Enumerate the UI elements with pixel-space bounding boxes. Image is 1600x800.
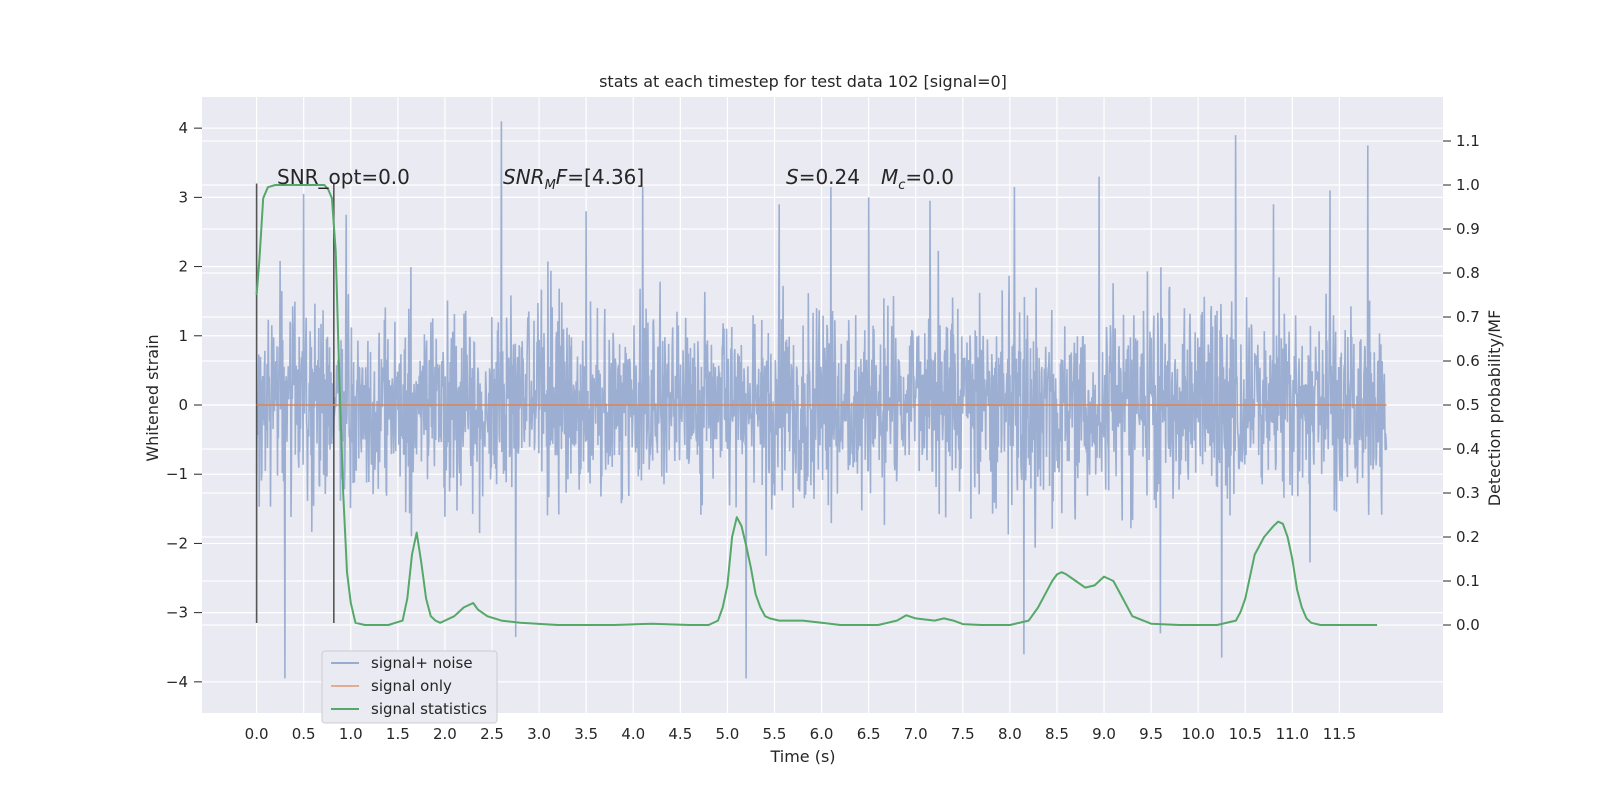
- y2-tick-label: 0.8: [1456, 264, 1480, 282]
- x-tick-label: 8.0: [998, 725, 1022, 743]
- x-tick-label: 11.0: [1276, 725, 1309, 743]
- y-axis-label: Whitened strain: [143, 334, 162, 461]
- y-axis-ticks: 4 3 2 1 0 −1 −2 −3 −4: [166, 119, 202, 691]
- x-axis-ticks: 0.0 0.5 1.0 1.5 2.0 2.5 3.0 3.5 4.0 4.5 5.0 5.5 6.0 6…: [245, 725, 1356, 743]
- x-tick-label: 4.5: [668, 725, 692, 743]
- x-axis-label: Time (s): [769, 747, 835, 766]
- signal-noise-line: [255, 121, 1388, 679]
- y2-tick-label: 0.1: [1456, 572, 1480, 590]
- mc-annotation: Mc=0.0: [881, 165, 954, 193]
- snr-opt-annotation: SNR_opt=0.0: [277, 165, 410, 189]
- snr-mf-value: =[4.36]: [567, 165, 644, 189]
- snr-mf-symbol: SNR: [503, 165, 545, 189]
- x-tick-label: 1.0: [339, 725, 363, 743]
- s-symbol: S: [786, 165, 799, 189]
- y2-axis-ticks: 1.1 1.0 0.9 0.8 0.7 0.6 0.5 0.4 0.3 0.2 0.1 0.0: [1443, 132, 1480, 634]
- signal-statistics-series: [255, 184, 1378, 626]
- y-tick-label: 2: [178, 258, 188, 276]
- snr-mf-subscript: M: [545, 178, 556, 193]
- x-tick-label: 11.5: [1323, 725, 1356, 743]
- y-tick-label: −4: [166, 673, 188, 691]
- x-tick-label: 2.5: [480, 725, 504, 743]
- s-annotation: S=0.24: [786, 165, 860, 189]
- y-tick-label: −1: [166, 465, 188, 483]
- y2-tick-label: 0.7: [1456, 308, 1480, 326]
- x-tick-label: 1.5: [386, 725, 410, 743]
- y-tick-label: 3: [178, 188, 188, 206]
- y-tick-label: 1: [178, 327, 188, 345]
- x-tick-label: 3.0: [527, 725, 551, 743]
- x-tick-label: 9.5: [1139, 725, 1163, 743]
- s-value: =0.24: [799, 165, 860, 189]
- x-tick-label: 7.5: [951, 725, 975, 743]
- snr-mf-symbol-2: F: [556, 165, 568, 189]
- x-tick-label: 3.5: [574, 725, 598, 743]
- y2-tick-label: 0.5: [1456, 396, 1480, 414]
- legend-label-signal: signal only: [371, 677, 452, 695]
- legend-label-noise: signal+ noise: [371, 654, 473, 672]
- y2-tick-label: 0.9: [1456, 220, 1480, 238]
- signal-statistics-line: [255, 184, 1378, 626]
- legend-box: [321, 650, 498, 724]
- y-tick-label: −3: [166, 604, 188, 622]
- chart-title: stats at each timestep for test data 102…: [599, 72, 1007, 91]
- x-tick-label: 8.5: [1045, 725, 1069, 743]
- y2-tick-label: 1.1: [1456, 132, 1480, 150]
- x-tick-label: 5.0: [715, 725, 739, 743]
- mc-subscript: c: [898, 178, 905, 193]
- y-tick-label: 4: [178, 119, 188, 137]
- x-tick-label: 2.0: [433, 725, 457, 743]
- x-tick-label: 7.0: [904, 725, 928, 743]
- window-markers: [255, 183, 335, 624]
- y2-tick-label: 0.3: [1456, 484, 1480, 502]
- y2-tick-label: 1.0: [1456, 176, 1480, 194]
- y-tick-label: 0: [178, 396, 188, 414]
- x-tick-label: 10.0: [1181, 725, 1214, 743]
- x-tick-label: 10.5: [1229, 725, 1262, 743]
- x-tick-label: 4.0: [621, 725, 645, 743]
- x-tick-label: 0.5: [292, 725, 316, 743]
- x-tick-label: 5.5: [763, 725, 787, 743]
- legend: signal+ noise signal only signal statist…: [321, 650, 498, 724]
- x-tick-label: 9.0: [1092, 725, 1116, 743]
- y-tick-label: −2: [166, 534, 188, 552]
- snr-mf-annotation: SNRMF=[4.36]: [503, 165, 644, 193]
- y2-tick-label: 0.6: [1456, 352, 1480, 370]
- y2-tick-label: 0.2: [1456, 528, 1480, 546]
- y2-tick-label: 0.4: [1456, 440, 1480, 458]
- signal-noise-series: [255, 121, 1388, 679]
- y2-tick-label: 0.0: [1456, 616, 1480, 634]
- x-tick-label: 0.0: [245, 725, 269, 743]
- mc-symbol: M: [881, 165, 898, 189]
- mc-value: =0.0: [905, 165, 954, 189]
- x-tick-label: 6.5: [857, 725, 881, 743]
- y2-axis-label: Detection probability/MF: [1485, 310, 1504, 507]
- legend-label-stats: signal statistics: [371, 700, 487, 718]
- x-tick-label: 6.0: [810, 725, 834, 743]
